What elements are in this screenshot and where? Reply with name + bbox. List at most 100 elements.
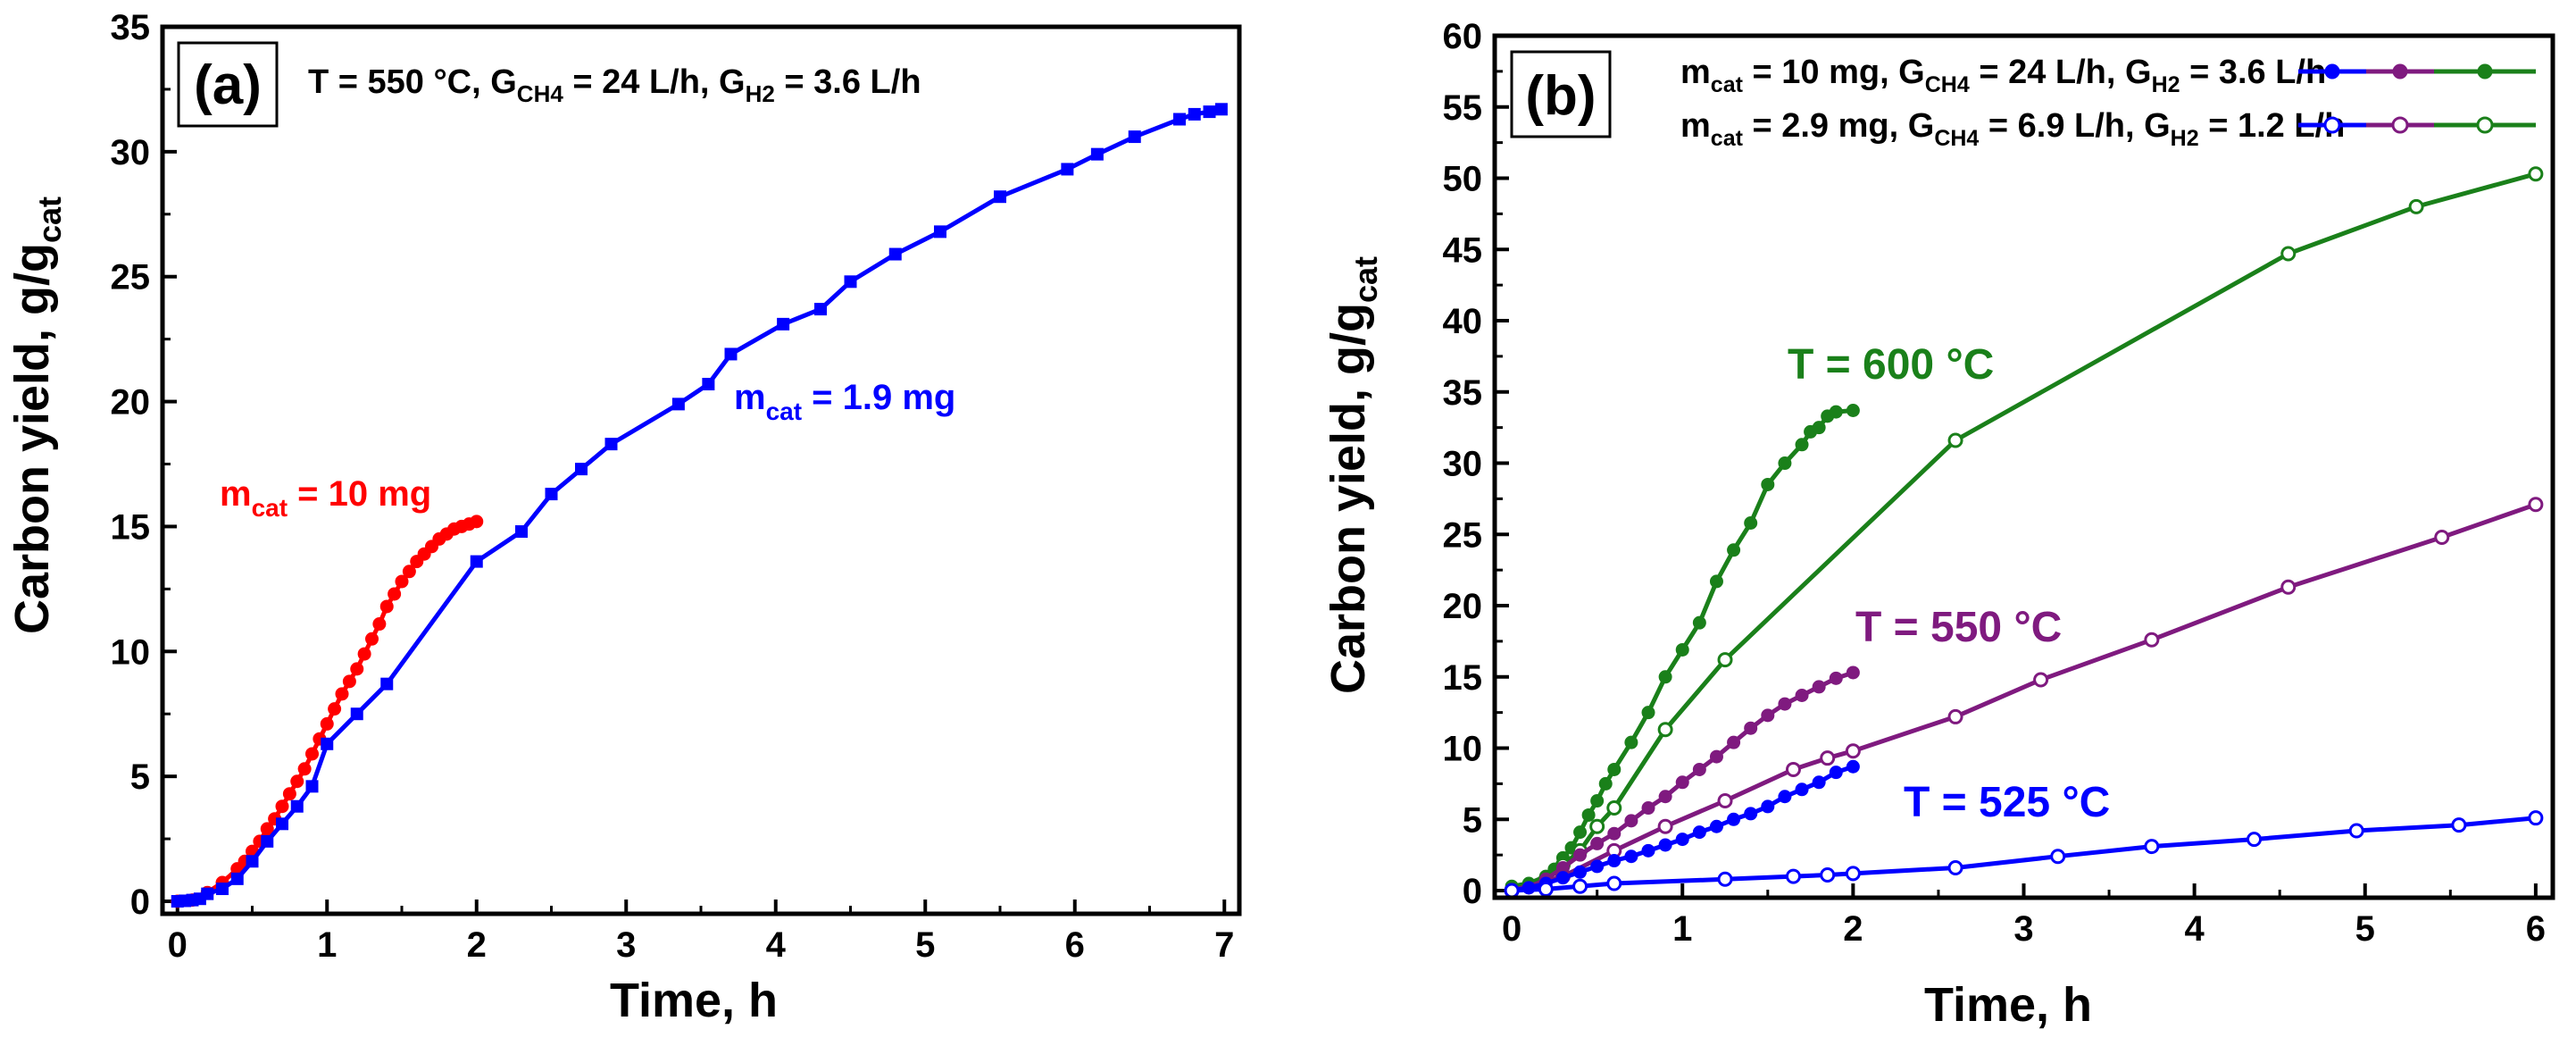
data-point: [1641, 706, 1655, 720]
data-point: [342, 674, 356, 689]
panel-b-xtick-label: 0: [1502, 909, 1521, 949]
data-point: [388, 587, 402, 601]
data-point: [395, 574, 409, 589]
panel-b-ytick-label: 40: [1443, 302, 1483, 341]
legend-1-m2: = 24 L/h, G: [1970, 54, 2152, 91]
data-point: [1761, 477, 1775, 491]
data-point: [1709, 749, 1723, 764]
legend-1-m1: = 10 mg, G: [1743, 54, 1925, 91]
data-point: [290, 774, 304, 789]
data-point: [1829, 671, 1843, 685]
data-point: [1675, 833, 1689, 847]
data-point: [1203, 105, 1216, 119]
label-mcat-10mg: mcat = 10 mg: [220, 474, 431, 522]
panel-a-xtick-label: 4: [766, 925, 787, 965]
panel-b-plot: [1504, 166, 2544, 899]
data-point: [1658, 838, 1672, 852]
data-point: [470, 555, 483, 568]
panel-b-ytick-label: 60: [1443, 17, 1483, 56]
panel-a-plot: [171, 103, 1228, 908]
data-point: [2528, 810, 2544, 826]
data-point: [1812, 421, 1826, 435]
data-point: [290, 799, 304, 813]
legend-1-s1: cat: [1711, 72, 1744, 97]
data-point: [1173, 113, 1186, 126]
data-point: [604, 438, 618, 451]
data-point: [1692, 615, 1706, 630]
data-point: [1717, 652, 1733, 668]
data-point: [1658, 670, 1672, 684]
data-point: [1214, 103, 1228, 116]
data-point: [1812, 775, 1826, 790]
panel-a-xtick-label: 0: [168, 925, 188, 965]
data-point: [1727, 812, 1741, 826]
data-point: [1624, 849, 1638, 864]
data-point: [545, 488, 558, 501]
legend-swatch-marker: [2391, 116, 2409, 134]
data-point: [2280, 246, 2297, 262]
panel-b-ytick-label: 15: [1443, 658, 1483, 698]
data-point: [2528, 166, 2544, 182]
panel-a-ylabel-main: Carbon yield, g/g: [5, 243, 59, 634]
data-point: [1812, 680, 1826, 694]
label-mcat-1-9mg: mcat = 1.9 mg: [734, 378, 955, 425]
data-point: [470, 515, 484, 529]
panel-b-frame: [1492, 33, 2555, 900]
panel-b-ytick-label: 30: [1443, 445, 1483, 484]
data-point: [2348, 823, 2364, 839]
data-point: [230, 872, 244, 885]
data-point: [321, 737, 334, 750]
data-point: [1573, 848, 1588, 862]
legend-2-s3: H2: [2171, 126, 2199, 151]
panel-a-xlabel: Time, h: [610, 974, 778, 1027]
data-point: [1846, 759, 1860, 774]
panel-b-ylabel-sub: cat: [1347, 256, 1384, 303]
panel-a-conditions-tail: = 3.6 L/h: [775, 63, 921, 101]
data-point: [1573, 825, 1588, 840]
data-point: [350, 707, 363, 721]
legend-entry-2: mcat = 2.9 mg, GCH4 = 6.9 L/h, GH2 = 1.2…: [1680, 107, 2345, 151]
legend-2-m1: = 2.9 mg, G: [1743, 107, 1934, 145]
data-point: [357, 647, 371, 661]
series-line-b-3: [1509, 502, 2538, 893]
data-point: [1845, 866, 1861, 882]
data-point: [1845, 743, 1861, 759]
panel-b-ytick-label: 45: [1443, 230, 1483, 270]
label-mcat-1-9mg-sub: cat: [766, 397, 802, 425]
data-point: [260, 822, 274, 836]
panel-b-xtick-label: 1: [1672, 909, 1692, 949]
data-point: [1947, 708, 1963, 724]
panel-a-conditions-mid: = 24 L/h, G: [563, 63, 746, 101]
data-point: [1590, 859, 1605, 874]
legend-2-pre: m: [1680, 107, 1711, 145]
panel-a-conditions-sub2: H2: [746, 80, 775, 107]
data-point: [1675, 642, 1689, 657]
svg-text:Carbon yield, g/gcat: Carbon yield, g/gcat: [5, 197, 68, 634]
panel-a-ytick-label: 25: [111, 258, 151, 297]
data-point: [305, 780, 319, 793]
data-point: [335, 687, 349, 701]
data-point: [1947, 432, 1963, 448]
panel-b-letter: (b): [1525, 65, 1596, 127]
panel-a-xtick-label: 7: [1214, 925, 1234, 965]
panel-a-ytick-label: 15: [111, 507, 151, 547]
data-point: [777, 317, 790, 331]
label-mcat-10mg-sub: cat: [252, 494, 288, 522]
panel-b-ylabel: Carbon yield, g/gcat: [1321, 256, 1384, 694]
data-point: [1581, 808, 1596, 822]
data-point: [328, 702, 342, 716]
data-point: [1658, 790, 1672, 804]
panel-a-xtick-label: 5: [915, 925, 935, 965]
data-point: [1624, 814, 1638, 828]
data-point: [1717, 793, 1733, 809]
panel-a-ytick-label: 20: [111, 383, 151, 423]
svg-text:Carbon yield, g/gcat: Carbon yield, g/gcat: [1321, 256, 1384, 694]
data-point: [2280, 579, 2297, 595]
data-point: [261, 834, 274, 848]
legend-1-pre: m: [1680, 54, 1711, 91]
panel-b-xtick-label: 2: [1843, 909, 1863, 949]
panel-a-letter: (a): [194, 54, 262, 116]
panel-b-ytick-label: 25: [1443, 515, 1483, 555]
data-point: [2528, 497, 2544, 513]
panel-a: Carbon yield, g/gcat Time, h 0 1 2 3 4 5 6 7051…: [5, 8, 1242, 1027]
